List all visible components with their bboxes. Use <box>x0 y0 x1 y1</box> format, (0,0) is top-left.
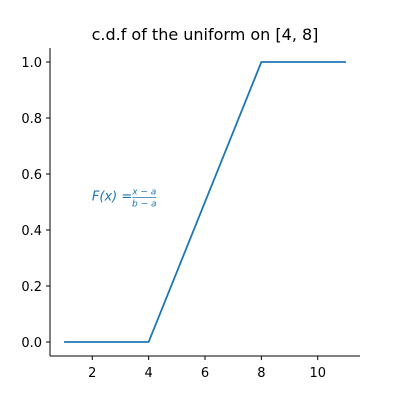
formula-lhs: F(x) = <box>92 189 132 204</box>
formula-annotation: F(x) = x − a b − a <box>92 187 157 209</box>
cdf-line <box>64 61 346 343</box>
x-tick-label: 6 <box>201 366 209 381</box>
y-tick-label: 0.4 <box>21 224 42 239</box>
y-tick-label: 1.0 <box>21 56 42 71</box>
x-tick-label: 10 <box>309 366 326 381</box>
y-tick-label: 0.8 <box>21 112 42 127</box>
x-tick-label: 8 <box>257 366 265 381</box>
y-tick-label: 0.0 <box>21 336 42 351</box>
formula-numerator: x − a <box>131 187 156 197</box>
formula-denominator: b − a <box>132 199 157 209</box>
x-tick-label: 2 <box>88 366 96 381</box>
x-tick-label: 4 <box>144 366 152 381</box>
y-tick-label: 0.6 <box>21 168 42 183</box>
plot-area: 2 4 6 8 10 0.0 0.2 0.4 0.6 0.8 1.0 F(x) = x − a b − a <box>21 48 360 381</box>
chart-title: c.d.f of the uniform on [4, 8] <box>92 25 319 44</box>
y-tick-label: 0.2 <box>21 280 42 295</box>
